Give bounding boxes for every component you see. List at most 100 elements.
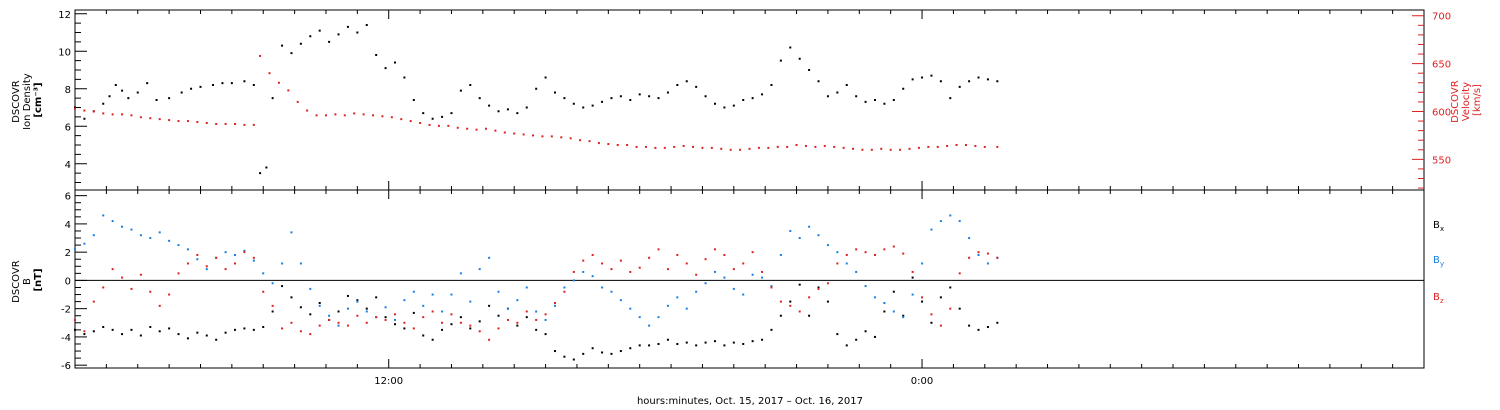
data-point [601, 262, 604, 265]
y-tick-label-top-left: 4 [65, 160, 71, 171]
data-point [478, 330, 481, 333]
data-point [713, 102, 716, 105]
data-point [629, 99, 632, 101]
data-point [309, 287, 312, 290]
data-point [949, 214, 952, 217]
velocity-label-line1: DSCOVR [1450, 80, 1461, 123]
data-point [883, 248, 886, 251]
data-point [899, 148, 902, 151]
data-point [177, 333, 180, 336]
field-label-line2: B [22, 278, 33, 285]
data-point [770, 328, 773, 331]
data-point [704, 282, 707, 285]
data-point [692, 145, 695, 148]
y-tick-label-top-left: 6 [65, 122, 71, 133]
data-point [638, 93, 641, 96]
data-point [808, 314, 811, 317]
data-point [469, 300, 472, 303]
data-point [808, 225, 811, 228]
data-point [996, 321, 999, 324]
data-point [939, 324, 942, 327]
data-point [852, 147, 855, 150]
data-point [205, 268, 208, 271]
data-point [977, 76, 980, 79]
data-point [139, 334, 142, 337]
data-point [532, 134, 535, 137]
data-point [996, 256, 999, 259]
data-point [488, 256, 491, 259]
data-point [74, 328, 76, 331]
data-point [666, 304, 669, 307]
data-point [836, 333, 839, 336]
data-point [186, 337, 189, 340]
y-tick-label-top-right: 550 [1432, 155, 1451, 166]
y-tick-label-bottom-left: 2 [65, 248, 71, 259]
data-point [949, 286, 952, 289]
data-point [676, 84, 679, 86]
data-point [616, 144, 619, 146]
data-point [836, 91, 839, 94]
data-point [610, 352, 613, 355]
data-point [409, 120, 412, 123]
data-point [720, 147, 723, 150]
data-point [911, 78, 914, 81]
data-point [855, 248, 858, 251]
data-point [563, 355, 566, 358]
data-point [287, 89, 290, 92]
data-point [842, 146, 845, 149]
data-point [290, 231, 293, 234]
data-point [158, 330, 161, 333]
series-bottom-2 [74, 245, 999, 341]
series-bottom-1 [74, 214, 999, 327]
data-point [224, 268, 227, 271]
data-point [864, 100, 867, 103]
data-point [817, 234, 820, 237]
data-point [177, 120, 180, 123]
data-point [553, 91, 556, 94]
data-point [644, 145, 647, 148]
velocity-label-line3: [km/s] [1472, 84, 1483, 116]
data-point [535, 328, 538, 331]
data-point [804, 144, 807, 147]
data-point [553, 302, 556, 305]
data-point [356, 300, 359, 303]
data-point [102, 286, 105, 289]
data-point [648, 256, 651, 259]
data-point [713, 340, 716, 343]
data-point [582, 106, 585, 109]
data-point [497, 327, 500, 330]
data-point [177, 272, 180, 275]
y-tick-label-top-right: 700 [1432, 12, 1451, 23]
data-point [701, 146, 704, 149]
data-point [243, 80, 246, 83]
data-point [930, 313, 933, 316]
data-point [826, 300, 829, 303]
data-point [259, 172, 262, 175]
data-point [676, 342, 679, 345]
data-point [365, 321, 368, 324]
data-point [111, 328, 114, 331]
data-point [930, 74, 933, 77]
data-point [149, 117, 152, 120]
data-point [826, 282, 829, 285]
data-point [243, 249, 246, 252]
data-point [723, 106, 726, 109]
data-point [190, 87, 193, 90]
data-point [74, 106, 76, 109]
data-point [114, 84, 117, 86]
field-label-line1: DSCOVR [11, 260, 22, 303]
data-point [786, 145, 789, 148]
data-point [638, 344, 641, 347]
data-point [553, 350, 556, 353]
data-point [685, 80, 688, 83]
data-point [224, 122, 227, 125]
data-point [271, 282, 274, 285]
data-point [233, 328, 236, 331]
data-point [864, 285, 867, 288]
data-point [591, 347, 594, 350]
data-point [607, 143, 610, 146]
data-point [215, 122, 218, 125]
data-point [892, 99, 895, 101]
data-point [309, 333, 312, 336]
y-tick-label-top-left: 8 [65, 85, 71, 96]
